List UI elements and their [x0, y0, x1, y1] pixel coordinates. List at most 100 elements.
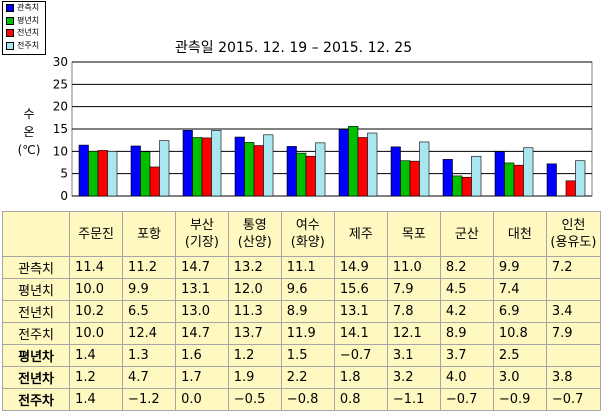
table-cell: 9.6: [280, 278, 335, 301]
table-body: 관측치 11.4 11.2 14.7 13.2 11.1 14.9 11.0 8.2 9.9 7.2…: [1, 256, 601, 411]
bar: [296, 152, 307, 197]
legend-swatch-observed: [6, 4, 14, 13]
bar: [494, 151, 505, 197]
table-cell: 7.2: [545, 256, 601, 279]
table-cell: 8.2: [439, 256, 494, 279]
station-header: 통영 (산양): [227, 211, 282, 257]
table-cell: 14.7: [175, 322, 229, 345]
legend-label: 전년치: [17, 28, 40, 38]
table-cell: 3.8: [545, 366, 601, 389]
table-cell: 7.9: [545, 322, 601, 345]
table-cell: 8.9: [280, 300, 335, 323]
table-cell: 6.5: [122, 300, 177, 323]
table-cell: 3.4: [545, 300, 601, 323]
bar: [442, 159, 453, 197]
data-table: 주문진 포항 부산 (기장) 통영 (산양) 여수 (화양) 제주 목포 군산 대천 …: [1, 211, 601, 411]
table-cell: 3.0: [492, 366, 547, 389]
bar: [244, 142, 255, 197]
legend-item: 평년치: [3, 15, 45, 28]
table-cell: 1.2: [69, 366, 124, 389]
station-header: 목포: [386, 211, 441, 257]
bar: [286, 146, 297, 197]
table-cell: 13.1: [333, 300, 388, 323]
bar: [159, 140, 170, 197]
table-cell: [545, 344, 601, 367]
y-tick-label: 0: [60, 189, 68, 203]
table-cell: −1.1: [386, 388, 441, 411]
station-header: 주문진: [69, 211, 124, 257]
y-axis-label: 수 온 (℃): [17, 107, 41, 157]
row-label: 전주차: [1, 388, 71, 411]
bar-chart: 0 5 10 15 20 25 30: [53, 55, 593, 203]
station-header: 포항: [122, 211, 177, 257]
y-tick-label: 30: [53, 55, 68, 69]
bar: [305, 155, 316, 197]
table-cell: 11.9: [280, 322, 335, 345]
table-cell: 9.9: [122, 278, 177, 301]
table-cell: 13.7: [227, 322, 282, 345]
table-row: 관측치 11.4 11.2 14.7 13.2 11.1 14.9 11.0 8.2 9.9 7.2: [1, 256, 601, 279]
bar: [234, 136, 245, 197]
bars: [78, 126, 586, 197]
bar: [452, 175, 463, 197]
row-label: 전주치: [1, 322, 71, 345]
table-cell: 14.7: [175, 256, 229, 279]
legend-swatch-normal: [6, 16, 14, 25]
table-cell: 1.4: [69, 388, 124, 411]
bar: [400, 160, 411, 197]
table-cell: 11.3: [227, 300, 282, 323]
table-cell: 0.8: [333, 388, 388, 411]
y-tick-label: 10: [53, 144, 68, 158]
station-header: 인천 (용유도): [545, 211, 601, 257]
table-cell: 10.8: [492, 322, 547, 345]
station-header: 군산: [439, 211, 494, 257]
table-cell: 1.8: [333, 366, 388, 389]
table-cell: 3.2: [386, 366, 441, 389]
station-header: 대천: [492, 211, 547, 257]
y-tick-label: 20: [53, 100, 68, 114]
table-row: 전년치 10.2 6.5 13.0 11.3 8.9 13.1 7.8 4.2 6.9 3.4: [1, 300, 601, 323]
bar: [504, 162, 515, 197]
chart-title: 관측일 2015. 12. 19 – 2015. 12. 25: [175, 40, 413, 56]
bar: [97, 150, 108, 197]
table-cell: −0.8: [280, 388, 335, 411]
table-row: 전주치 10.0 12.4 14.7 13.7 11.9 14.1 12.1 8.9 10.8 7.…: [1, 322, 601, 345]
bar: [149, 166, 160, 197]
legend-label: 관측치: [17, 3, 40, 13]
bar: [357, 137, 368, 197]
table-cell: 1.3: [122, 344, 177, 367]
bar: [88, 151, 99, 197]
table-cell: 14.1: [333, 322, 388, 345]
table-cell: 1.9: [227, 366, 282, 389]
y-tick-label: 15: [53, 122, 68, 136]
table-cell: 10.0: [69, 322, 124, 345]
bar: [419, 141, 430, 197]
bar: [130, 145, 141, 197]
table-cell: 13.0: [175, 300, 229, 323]
table-cell: 13.2: [227, 256, 282, 279]
table-cell: 3.1: [386, 344, 441, 367]
table-cell: −0.7: [333, 344, 388, 367]
legend-item: 전주치: [3, 40, 45, 53]
legend: 관측치 평년치 전년치 전주치: [2, 1, 46, 55]
bar: [409, 160, 420, 197]
table-cell: 15.6: [333, 278, 388, 301]
table-cell: 4.0: [439, 366, 494, 389]
table-row: 평년치 10.0 9.9 13.1 12.0 9.6 15.6 7.9 4.5 7.4: [1, 278, 601, 301]
bar: [513, 164, 524, 197]
table-cell: 2.5: [492, 344, 547, 367]
table-cell: 4.2: [439, 300, 494, 323]
bar: [523, 147, 534, 197]
table-row: 전년차 1.2 4.7 1.7 1.9 2.2 1.8 3.2 4.0 3.0 3.8: [1, 366, 601, 389]
bar: [253, 145, 264, 197]
table-cell: 0.0: [175, 388, 229, 411]
table-row: 전주차 1.4 −1.2 0.0 −0.5 −0.8 0.8 −1.1 −0.7 −0.9 −0.7: [1, 388, 601, 411]
table-cell: 3.7: [439, 344, 494, 367]
bar: [211, 130, 222, 197]
bar: [338, 129, 349, 197]
bar: [461, 176, 472, 197]
row-label: 평년치: [1, 278, 71, 301]
table-cell: −0.5: [227, 388, 282, 411]
legend-label: 평년치: [17, 15, 40, 25]
table-cell: −0.9: [492, 388, 547, 411]
